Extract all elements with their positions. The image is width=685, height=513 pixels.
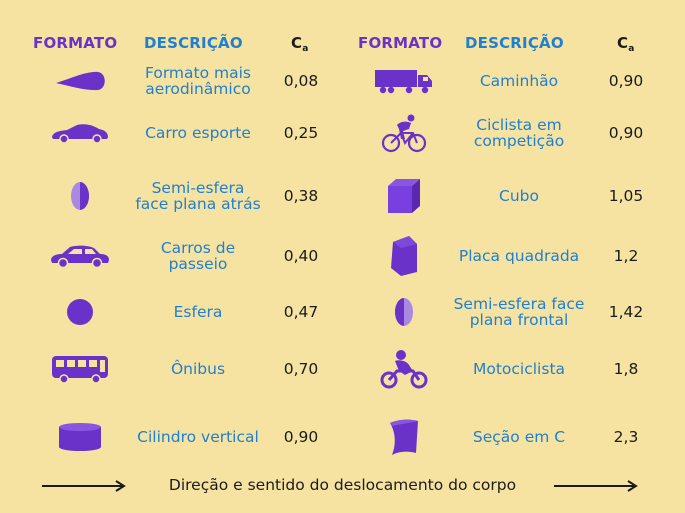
motorcyclist-icon [369, 341, 439, 397]
row-description: Semi-esfera face plana atrás [135, 179, 261, 213]
table-row: Formato mais aerodinâmico 0,08 Caminhão … [0, 53, 685, 109]
row-ca-value: 0,90 [283, 428, 319, 446]
row-ca-value: 0,40 [283, 247, 319, 265]
row-description: Placa quadrada [458, 247, 580, 265]
row-ca-value: 1,2 [613, 247, 639, 265]
half-sphere-front-icon [369, 284, 439, 340]
square-plate-icon [369, 228, 439, 284]
row-ca-value: 0,90 [608, 72, 644, 90]
header-ca-right-sub: a [628, 44, 635, 54]
half-sphere-back-icon [45, 168, 115, 224]
row-ca-value: 1,42 [608, 303, 644, 321]
row-description: Carros de passeio [160, 239, 236, 273]
row-description: Seção em C [472, 428, 566, 446]
table-row: Carro esporte 0,25 Ciclista em competiçã… [0, 105, 685, 161]
row-description: Motociclista [472, 360, 566, 378]
header-formato-left: FORMATO [33, 34, 118, 52]
row-ca-value: 0,38 [283, 187, 319, 205]
row-description: Caminhão [479, 72, 559, 90]
row-ca-value: 2,3 [613, 428, 639, 446]
row-ca-value: 1,8 [613, 360, 639, 378]
row-ca-value: 0,08 [283, 72, 319, 90]
c-section-icon [369, 409, 439, 465]
table-row: Cilindro vertical 0,90 Seção em C 2,3 [0, 409, 685, 465]
header-ca-left-letter: C [291, 34, 303, 52]
row-description: Cubo [499, 187, 539, 205]
arrow-right-icon [42, 480, 126, 492]
header-ca-right: Ca [617, 34, 635, 54]
cylinder-icon [45, 409, 115, 465]
row-description: Ônibus [170, 360, 226, 378]
sphere-icon [45, 284, 115, 340]
row-description: Formato mais aerodinâmico [144, 64, 251, 98]
header-ca-left-sub: a [302, 44, 309, 54]
sports-car-icon [45, 105, 115, 161]
table-row: Esfera 0,47 Semi-esfera face plana front… [0, 284, 685, 340]
bus-icon [45, 341, 115, 397]
row-description: Cilindro vertical [137, 428, 259, 446]
table-row: Carros de passeio 0,40 Placa quadrada 1,… [0, 228, 685, 284]
sedan-car-icon [45, 228, 115, 284]
row-ca-value: 0,25 [283, 124, 319, 142]
row-description: Semi-esfera face plana frontal [453, 295, 585, 329]
footer: Direção e sentido do deslocamento do cor… [0, 470, 685, 500]
header-formato-right: FORMATO [358, 34, 443, 52]
truck-icon [369, 53, 439, 109]
row-ca-value: 0,47 [283, 303, 319, 321]
row-ca-value: 1,05 [608, 187, 644, 205]
arrow-right-icon [554, 480, 638, 492]
table-row: Semi-esfera face plana atrás 0,38 Cubo 1… [0, 168, 685, 224]
row-ca-value: 0,90 [608, 124, 644, 142]
header-descricao-right: DESCRIÇÃO [465, 34, 564, 52]
row-description: Esfera [173, 303, 223, 321]
table-row: Ônibus 0,70 Motociclista 1,8 [0, 341, 685, 397]
row-ca-value: 0,70 [283, 360, 319, 378]
row-description: Carro esporte [145, 124, 251, 142]
header-descricao-left: DESCRIÇÃO [144, 34, 243, 52]
cyclist-icon [369, 105, 439, 161]
row-description: Ciclista em competição [473, 116, 565, 150]
header-ca-left: Ca [291, 34, 309, 54]
teardrop-icon [45, 53, 115, 109]
cube-icon [369, 168, 439, 224]
footer-caption: Direção e sentido do deslocamento do cor… [168, 476, 517, 494]
header-ca-right-letter: C [617, 34, 629, 52]
